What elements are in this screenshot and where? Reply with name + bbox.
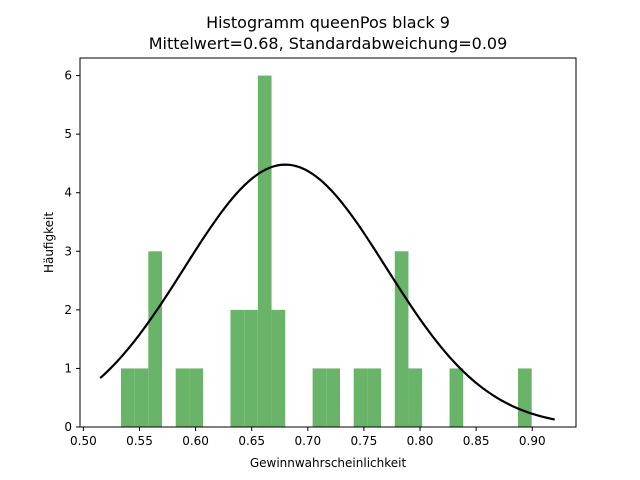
x-tick-label-1: 0.55 — [126, 434, 153, 448]
x-tick-label-6: 0.80 — [407, 434, 434, 448]
x-axis-label: Gewinnwahrscheinlichkeit — [250, 456, 407, 470]
y-tick-label-6: 6 — [64, 69, 72, 83]
histogram-bar-9 — [312, 368, 327, 427]
y-axis-label: Häufigkeit — [42, 212, 56, 273]
y-tick-label-1: 1 — [64, 361, 72, 375]
y-tick-label-4: 4 — [64, 186, 72, 200]
plot-frame — [79, 57, 577, 428]
chart-title: Histogramm queenPos black 9 — [206, 13, 450, 32]
x-tick-label-0: 0.50 — [70, 434, 97, 448]
histogram-bar-16 — [517, 368, 532, 427]
y-tick-label-2: 2 — [64, 303, 72, 317]
histogram-bar-15 — [449, 368, 464, 427]
histogram-bar-8 — [271, 309, 286, 427]
histogram-bar-4 — [189, 368, 204, 427]
histogram-bar-2 — [148, 251, 163, 427]
normal-distribution-curve — [99, 163, 555, 421]
x-tick-label-3: 0.65 — [238, 434, 265, 448]
x-tick-label-8: 0.90 — [519, 434, 546, 448]
x-tick-label-7: 0.85 — [463, 434, 490, 448]
histogram-bar-5 — [230, 309, 245, 427]
histogram-bar-3 — [175, 368, 190, 427]
x-tick-label-4: 0.70 — [294, 434, 321, 448]
histogram-bar-14 — [408, 368, 423, 427]
chart-subtitle: Mittelwert=0.68, Standardabweichung=0.09 — [149, 34, 508, 53]
histogram-bar-6 — [244, 309, 258, 427]
x-axis-ticks: 0.50 0.55 0.60 0.65 0.70 0.75 0.80 0.85 0.90 — [70, 427, 546, 448]
y-tick-label-5: 5 — [64, 127, 72, 141]
y-tick-label-0: 0 — [64, 420, 72, 434]
y-tick-label-3: 3 — [64, 244, 72, 258]
histogram-bar-12 — [367, 368, 382, 427]
histogram-bar-11 — [353, 368, 368, 427]
y-axis-ticks: 0 1 2 3 4 5 6 — [64, 69, 80, 434]
histogram-bar-1 — [134, 368, 149, 427]
histogram-bars — [120, 75, 532, 428]
histogram-bar-0 — [120, 368, 135, 427]
histogram-bar-10 — [326, 368, 341, 427]
x-tick-label-5: 0.75 — [351, 434, 378, 448]
x-tick-label-2: 0.60 — [182, 434, 209, 448]
histogram-bar-13 — [394, 251, 409, 427]
histogram-bar-7 — [257, 75, 272, 428]
